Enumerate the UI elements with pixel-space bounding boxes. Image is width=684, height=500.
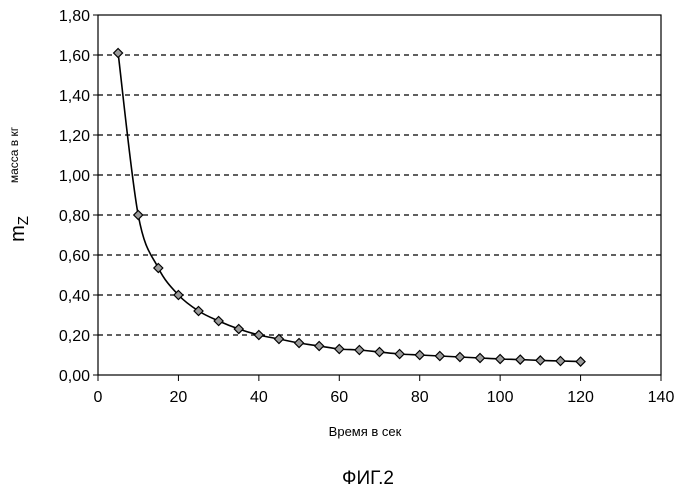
plot-area xyxy=(98,15,661,375)
y-axis-label-subscript: Z xyxy=(15,216,32,225)
x-tick-label: 140 xyxy=(648,389,675,406)
x-tick-label: 40 xyxy=(250,389,268,406)
y-tick-label: 1,00 xyxy=(59,168,90,185)
y-tick-label: 1,80 xyxy=(59,8,90,25)
y-tick-label: 1,40 xyxy=(59,88,90,105)
x-tick-label: 20 xyxy=(170,389,188,406)
x-tick-label: 60 xyxy=(330,389,348,406)
x-axis-ticks: 0 20 40 60 80 100 120 140 xyxy=(94,375,675,406)
y-tick-label: 0,00 xyxy=(59,368,90,385)
x-tick-label: 100 xyxy=(487,389,514,406)
y-axis-label: mZ масса в кг xyxy=(7,126,32,242)
y-tick-label: 1,20 xyxy=(59,128,90,145)
y-tick-label: 0,80 xyxy=(59,208,90,225)
y-axis-label-unit: масса в кг xyxy=(7,126,21,183)
figure-caption: ФИГ.2 xyxy=(342,468,394,489)
y-tick-label: 0,40 xyxy=(59,288,90,305)
x-tick-label: 0 xyxy=(94,389,103,406)
y-axis-ticks: 0,00 0,20 0,40 0,60 0,80 1,00 1,20 1,40 1,60 1,80 xyxy=(59,8,98,385)
x-tick-label: 120 xyxy=(567,389,594,406)
y-tick-label: 0,60 xyxy=(59,248,90,265)
svg-text:mZ: mZ xyxy=(7,216,32,242)
y-tick-label: 1,60 xyxy=(59,48,90,65)
y-axis-label-symbol: m xyxy=(7,225,29,242)
x-tick-label: 80 xyxy=(411,389,429,406)
x-axis-label: Время в сек xyxy=(329,424,402,439)
y-tick-label: 0,20 xyxy=(59,328,90,345)
